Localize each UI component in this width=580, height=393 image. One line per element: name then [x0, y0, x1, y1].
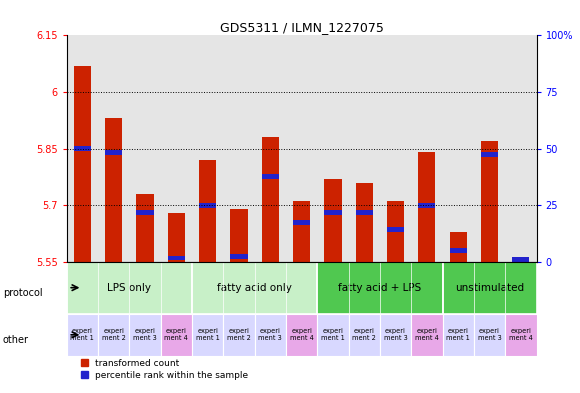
- Bar: [255, 314, 286, 356]
- Bar: [450, 231, 467, 262]
- Bar: [324, 210, 342, 215]
- Bar: [387, 227, 404, 232]
- Title: GDS5311 / ILMN_1227075: GDS5311 / ILMN_1227075: [220, 21, 383, 34]
- Bar: [512, 258, 530, 262]
- Bar: [349, 35, 380, 262]
- Text: experi
ment 3: experi ment 3: [259, 328, 282, 342]
- Text: experi
ment 2: experi ment 2: [227, 328, 251, 342]
- Bar: [199, 203, 216, 208]
- Bar: [317, 314, 349, 356]
- Bar: [512, 257, 530, 262]
- Bar: [255, 35, 286, 262]
- Bar: [474, 314, 505, 356]
- Text: experi
ment 4: experi ment 4: [415, 328, 439, 342]
- Bar: [230, 253, 248, 259]
- Bar: [262, 174, 279, 179]
- Bar: [192, 262, 317, 314]
- Bar: [443, 314, 474, 356]
- Text: experi
ment 2: experi ment 2: [352, 328, 376, 342]
- Bar: [443, 262, 536, 314]
- Bar: [317, 35, 349, 262]
- Bar: [223, 314, 255, 356]
- Bar: [129, 35, 161, 262]
- Bar: [481, 152, 498, 157]
- Bar: [380, 35, 411, 262]
- Bar: [418, 203, 436, 208]
- Text: experi
ment 4: experi ment 4: [164, 328, 188, 342]
- Bar: [418, 152, 436, 262]
- Bar: [317, 262, 443, 314]
- Bar: [74, 146, 91, 151]
- Bar: [356, 210, 373, 215]
- Bar: [505, 314, 536, 356]
- Bar: [136, 210, 154, 215]
- Bar: [98, 314, 129, 356]
- Text: fatty acid only: fatty acid only: [217, 283, 292, 293]
- Bar: [324, 179, 342, 262]
- Bar: [168, 255, 185, 261]
- Bar: [286, 314, 317, 356]
- Bar: [74, 66, 91, 262]
- Bar: [67, 314, 98, 356]
- Text: experi
ment 4: experi ment 4: [289, 328, 314, 342]
- Bar: [356, 182, 373, 262]
- Bar: [443, 35, 474, 262]
- Text: protocol: protocol: [3, 288, 42, 298]
- Bar: [129, 314, 161, 356]
- Text: experi
ment 1: experi ment 1: [447, 328, 470, 342]
- Bar: [411, 35, 443, 262]
- Bar: [262, 137, 279, 262]
- Text: experi
ment 1: experi ment 1: [321, 328, 345, 342]
- Bar: [105, 150, 122, 155]
- Legend: transformed count, percentile rank within the sample: transformed count, percentile rank withi…: [81, 359, 248, 380]
- Bar: [349, 314, 380, 356]
- Bar: [387, 201, 404, 262]
- Bar: [380, 314, 411, 356]
- Text: experi
ment 3: experi ment 3: [478, 328, 501, 342]
- Bar: [67, 262, 192, 314]
- Text: experi
ment 1: experi ment 1: [71, 328, 94, 342]
- Bar: [192, 35, 223, 262]
- Text: experi
ment 1: experi ment 1: [196, 328, 219, 342]
- Bar: [293, 201, 310, 262]
- Text: LPS only: LPS only: [107, 283, 151, 293]
- Bar: [481, 141, 498, 262]
- Bar: [293, 220, 310, 224]
- Bar: [223, 35, 255, 262]
- Bar: [199, 160, 216, 262]
- Bar: [98, 35, 129, 262]
- Text: fatty acid + LPS: fatty acid + LPS: [338, 283, 422, 293]
- Bar: [192, 314, 223, 356]
- Bar: [474, 35, 505, 262]
- Text: experi
ment 3: experi ment 3: [133, 328, 157, 342]
- Bar: [105, 118, 122, 262]
- Bar: [286, 35, 317, 262]
- Bar: [168, 213, 185, 262]
- Text: other: other: [3, 335, 29, 345]
- Bar: [411, 314, 443, 356]
- Bar: [136, 194, 154, 262]
- Bar: [230, 209, 248, 262]
- Text: experi
ment 2: experi ment 2: [102, 328, 126, 342]
- Bar: [67, 35, 98, 262]
- Bar: [450, 248, 467, 253]
- Text: experi
ment 4: experi ment 4: [509, 328, 533, 342]
- Text: experi
ment 3: experi ment 3: [384, 328, 407, 342]
- Text: unstimulated: unstimulated: [455, 283, 524, 293]
- Bar: [161, 35, 192, 262]
- Bar: [505, 35, 536, 262]
- Bar: [161, 314, 192, 356]
